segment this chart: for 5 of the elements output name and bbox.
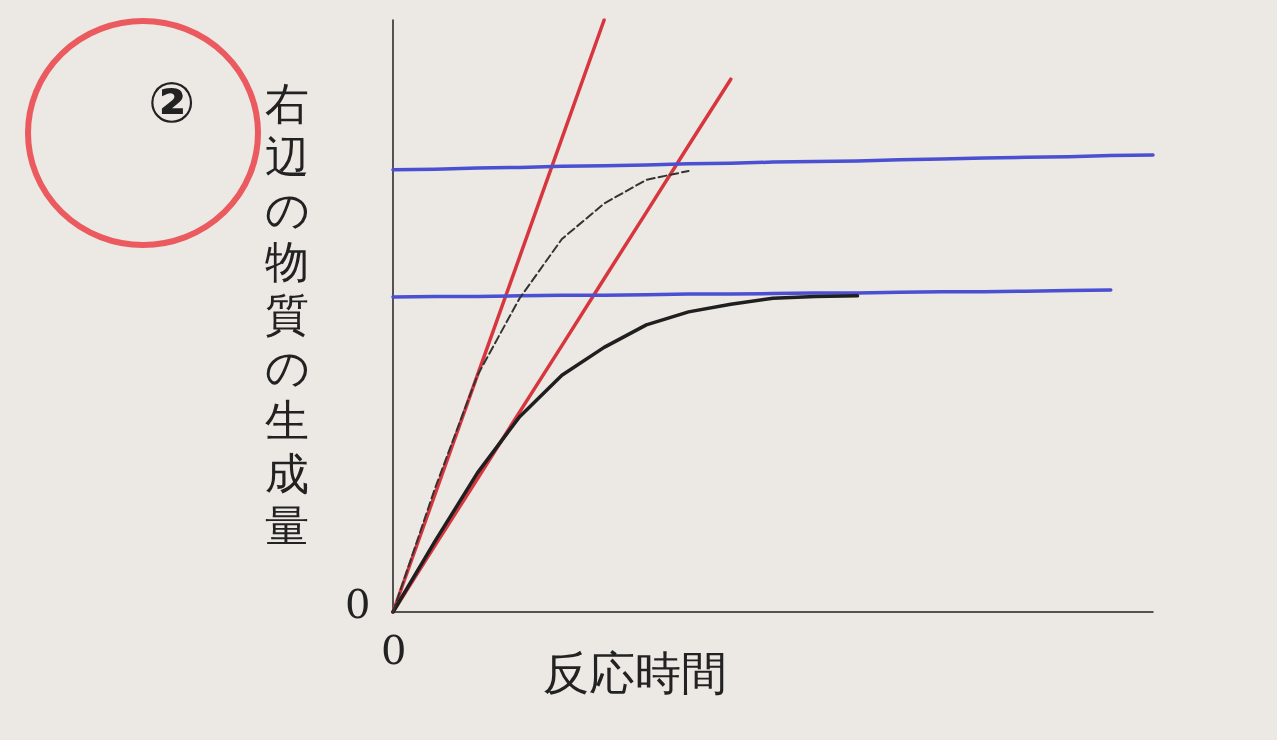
text: ② xyxy=(148,70,196,135)
x-axis-title: 反応時間 xyxy=(543,646,727,700)
text: 0 xyxy=(381,627,407,673)
text: 0 xyxy=(345,581,371,627)
text: 右辺の物質の生成量 xyxy=(264,78,310,552)
